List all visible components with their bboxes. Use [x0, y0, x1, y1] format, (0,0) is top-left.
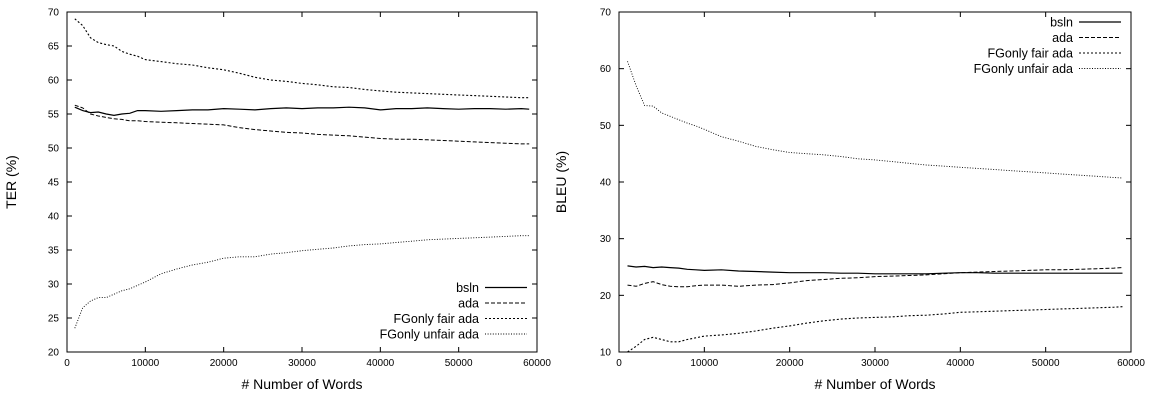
y-tick-label: 70: [48, 8, 60, 19]
y-tick-label: 60: [600, 64, 612, 75]
x-tick-label: 0: [616, 358, 622, 369]
legend-label: FGonly fair ada: [988, 47, 1074, 61]
y-axis-label: TER (%): [3, 155, 19, 209]
x-axis-label: # Number of Words: [814, 376, 935, 392]
series-line-bsln: [627, 265, 1123, 275]
y-tick-label: 50: [48, 144, 60, 155]
y-tick-label: 20: [600, 291, 612, 302]
x-tick-label: 10000: [131, 358, 159, 369]
x-axis-label: # Number of Words: [241, 376, 362, 392]
x-tick-label: 50000: [1032, 358, 1060, 369]
y-tick-label: 65: [48, 42, 60, 53]
legend-label: bsln: [456, 281, 479, 295]
series-line-bsln: [74, 106, 530, 117]
y-tick-label: 25: [48, 314, 60, 325]
x-tick-label: 20000: [210, 358, 238, 369]
x-tick-label: 0: [64, 358, 70, 369]
y-tick-label: 40: [48, 212, 60, 223]
y-tick-label: 40: [600, 178, 612, 189]
series-line-fgonly-fair-ada: [627, 306, 1123, 353]
series-line-ada: [627, 267, 1123, 288]
x-tick-label: 10000: [690, 358, 718, 369]
x-tick-label: 40000: [946, 358, 974, 369]
series-line-ada: [74, 104, 530, 145]
x-tick-label: 60000: [523, 358, 551, 369]
y-tick-label: 10: [600, 348, 612, 359]
y-tick-label: 45: [48, 178, 60, 189]
x-tick-label: 30000: [288, 358, 316, 369]
legend-label: ada: [458, 297, 479, 311]
y-tick-label: 30: [48, 280, 60, 291]
y-tick-label: 20: [48, 348, 60, 359]
series-line-fgonly-unfair-ada: [627, 61, 1123, 179]
x-tick-label: 30000: [861, 358, 889, 369]
y-tick-label: 50: [600, 121, 612, 132]
y-axis-label: BLEU (%): [553, 151, 569, 213]
x-tick-label: 50000: [445, 358, 473, 369]
series-line-fgonly-unfair-ada: [74, 235, 530, 329]
x-tick-label: 40000: [366, 358, 394, 369]
y-tick-label: 35: [48, 246, 60, 257]
legend-label: ada: [1052, 31, 1073, 45]
x-tick-label: 60000: [1117, 358, 1145, 369]
legend-label: FGonly unfair ada: [380, 328, 479, 342]
legend-label: bsln: [1050, 16, 1073, 30]
y-tick-label: 55: [48, 110, 60, 121]
legend-label: FGonly unfair ada: [974, 62, 1073, 76]
y-tick-label: 70: [600, 8, 612, 19]
legend-label: FGonly fair ada: [394, 312, 480, 326]
y-tick-label: 60: [48, 76, 60, 87]
x-tick-label: 20000: [776, 358, 804, 369]
y-tick-label: 30: [600, 234, 612, 245]
series-line-fgonly-fair-ada: [74, 18, 530, 99]
